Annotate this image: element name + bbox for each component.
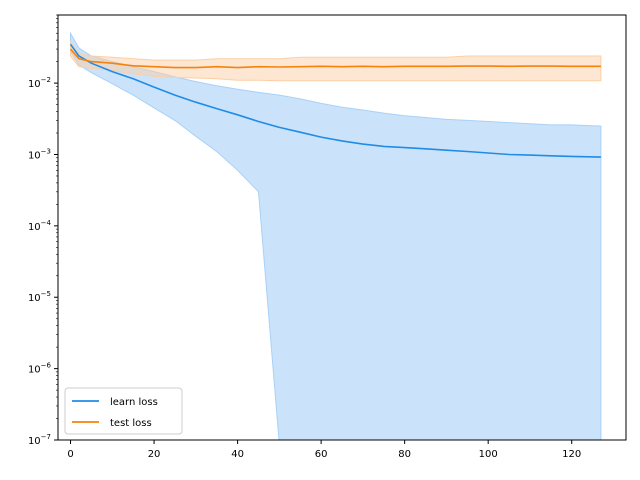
series-lines (69, 43, 601, 158)
x-tick-label: 80 (398, 449, 411, 460)
line-learn-loss (69, 43, 601, 158)
legend-label: learn loss (110, 397, 158, 408)
y-axis: 10−7 10−6 10−5 10−4 10−3 10−2 (28, 14, 58, 447)
band-test-loss (70, 40, 602, 82)
y-tick-label: 10−7 (28, 433, 51, 447)
legend-label: test loss (110, 418, 152, 429)
band-learn-loss (70, 31, 602, 440)
x-tick-label: 100 (479, 449, 498, 460)
confidence-bands (70, 31, 602, 440)
x-tick-label: 0 (67, 449, 73, 460)
y-tick-label: 10−6 (28, 362, 52, 376)
x-tick-label: 60 (315, 449, 328, 460)
y-tick-label: 10−3 (28, 147, 51, 161)
x-tick-label: 40 (231, 449, 244, 460)
x-tick-label: 20 (148, 449, 161, 460)
y-tick-label: 10−4 (28, 219, 52, 233)
x-axis: 0 20 40 60 80 100 120 (67, 440, 581, 460)
y-tick-label: 10−2 (28, 76, 51, 90)
y-tick-label: 10−5 (28, 290, 51, 304)
line-test-loss (69, 48, 601, 69)
plot-frame (57, 14, 627, 441)
x-tick-label: 120 (562, 449, 581, 460)
legend: learn loss test loss (64, 387, 183, 435)
